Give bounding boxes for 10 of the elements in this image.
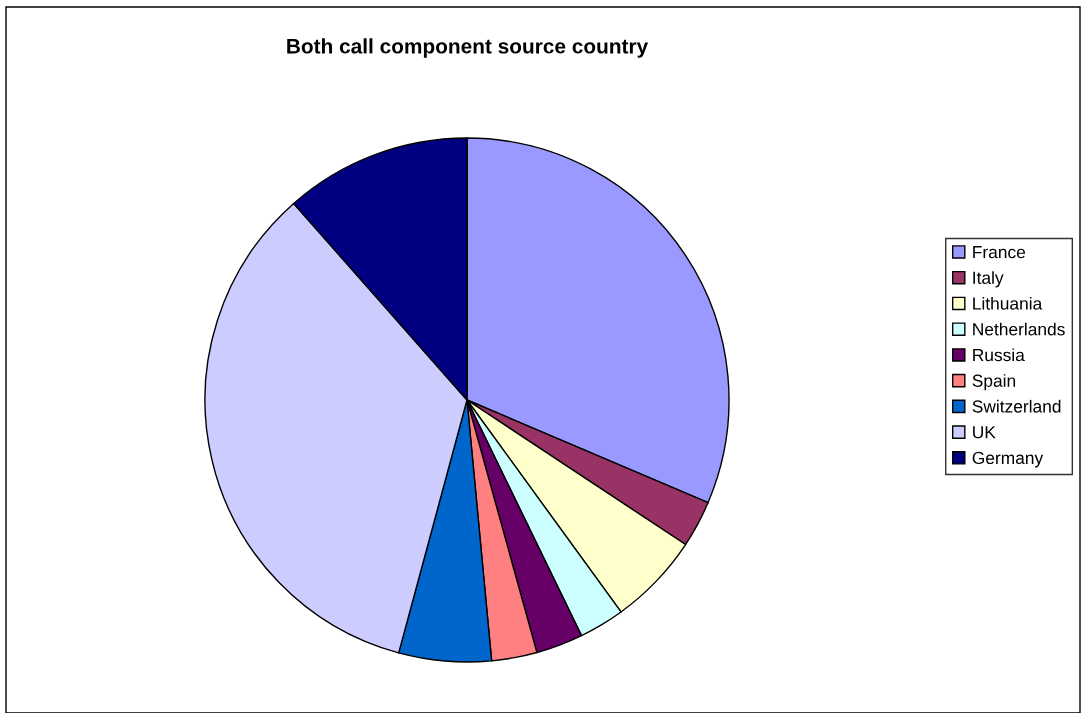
legend-label: Switzerland — [972, 399, 1061, 413]
legend-label: Lithuania — [973, 296, 1043, 310]
legend-label: Spain — [972, 374, 1016, 391]
legend-label: UK — [973, 426, 996, 439]
legend-label: Russia — [973, 348, 1025, 362]
chart-title: Both call component source country — [287, 38, 649, 58]
legend-label: Italy — [973, 271, 1004, 288]
legend-label: France — [973, 246, 1026, 259]
legend-label: Netherlands — [973, 322, 1065, 336]
legend-label: Germany — [972, 451, 1044, 468]
